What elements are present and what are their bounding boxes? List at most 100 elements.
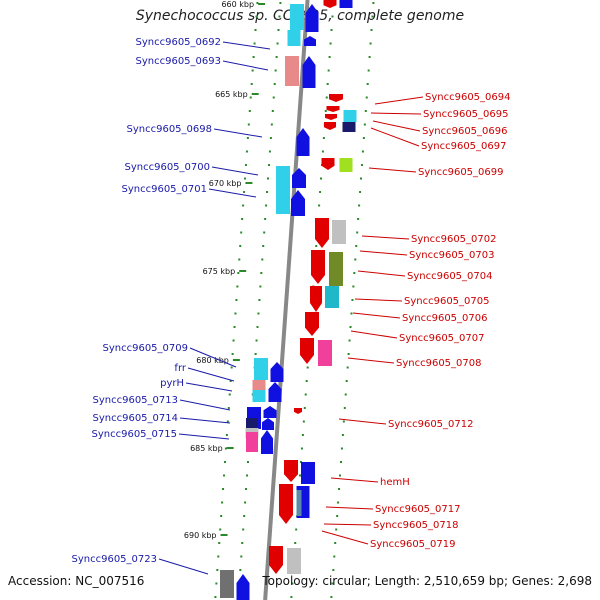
ruler-dot bbox=[223, 461, 226, 463]
ruler-dot bbox=[345, 380, 348, 382]
position-label: 665 kbp bbox=[215, 90, 248, 99]
gene-feature bbox=[268, 382, 282, 402]
left-label-leader bbox=[178, 433, 230, 440]
ruler-dot bbox=[271, 110, 274, 112]
ruler-dot bbox=[245, 488, 248, 490]
right-label-leader bbox=[330, 477, 379, 483]
right-gene-label: Syncc9605_0704 bbox=[407, 271, 493, 282]
left-gene-label: Syncc9605_0715 bbox=[92, 429, 178, 440]
ruler-dot bbox=[343, 407, 346, 409]
ruler-dot bbox=[365, 96, 368, 99]
ruler-dot bbox=[326, 83, 329, 85]
ruler-dot bbox=[243, 515, 246, 517]
ruler-dot bbox=[216, 569, 219, 571]
gene-shape bbox=[318, 340, 332, 366]
ruler-dot bbox=[227, 407, 230, 409]
ruler-dot bbox=[356, 231, 359, 234]
ruler-dot bbox=[221, 501, 224, 504]
right-label-leader bbox=[323, 523, 372, 526]
left-label-leader bbox=[211, 166, 259, 176]
ruler-dot bbox=[217, 555, 220, 558]
gene-shape bbox=[304, 36, 316, 46]
ruler-dot bbox=[372, 2, 375, 4]
gene-feature bbox=[262, 418, 274, 430]
right-label-leader bbox=[338, 418, 387, 425]
ruler-dot bbox=[277, 29, 280, 31]
gene-shape bbox=[329, 94, 343, 102]
gene-shape bbox=[310, 286, 322, 312]
right-label-leader bbox=[359, 250, 408, 256]
gene-shape bbox=[262, 418, 274, 430]
gene-shape bbox=[311, 250, 325, 284]
gene-feature bbox=[296, 128, 310, 156]
left-label-leader bbox=[185, 382, 233, 392]
ruler-dot bbox=[341, 434, 344, 436]
gene-feature bbox=[261, 430, 273, 454]
gene-shape bbox=[287, 548, 301, 574]
gene-feature bbox=[325, 114, 337, 120]
ruler-dot bbox=[290, 596, 293, 598]
gene-shape bbox=[276, 166, 290, 214]
ruler-dot bbox=[219, 528, 222, 531]
gene-feature bbox=[305, 4, 319, 32]
ruler-dot bbox=[318, 204, 321, 207]
gene-feature bbox=[311, 250, 325, 284]
position-label: 660 kbp bbox=[221, 0, 254, 9]
ruler-dot bbox=[361, 150, 364, 153]
ruler-dot bbox=[304, 393, 307, 396]
position-label: 675 kbp bbox=[203, 267, 236, 276]
gene-feature bbox=[287, 548, 301, 574]
ruler-dot bbox=[234, 312, 237, 315]
ruler-dot bbox=[335, 528, 338, 531]
gene-shape bbox=[300, 338, 314, 364]
right-label-leader bbox=[354, 298, 403, 302]
ruler-dot bbox=[240, 231, 243, 234]
gene-feature bbox=[246, 418, 258, 430]
ruler-dot bbox=[369, 42, 372, 45]
ruler-dot bbox=[359, 191, 362, 193]
ruler-dot bbox=[267, 177, 270, 180]
ruler-dot bbox=[306, 366, 309, 369]
ruler-dot bbox=[232, 339, 235, 342]
position-label: 690 kbp bbox=[184, 531, 217, 540]
gene-shape bbox=[270, 362, 284, 382]
ruler-dot bbox=[241, 218, 244, 220]
ruler-dot bbox=[252, 56, 255, 58]
ruler-dot bbox=[305, 380, 308, 382]
ruler-dot bbox=[332, 569, 335, 571]
ruler-dot bbox=[230, 366, 233, 369]
ruler-dot bbox=[247, 123, 250, 126]
left-label-leader bbox=[189, 347, 237, 368]
ruler-dot bbox=[267, 164, 270, 166]
ruler-dot bbox=[352, 285, 355, 288]
ruler-dot bbox=[320, 177, 323, 180]
gene-shape bbox=[323, 0, 337, 8]
ruler-dot bbox=[270, 123, 273, 126]
gene-feature bbox=[220, 570, 234, 598]
ruler-dot bbox=[347, 353, 350, 355]
left-label-leader bbox=[158, 558, 209, 575]
gene-feature bbox=[246, 432, 258, 452]
ruler-dot bbox=[303, 407, 306, 409]
ruler-dot bbox=[339, 461, 342, 463]
gene-feature bbox=[263, 406, 277, 418]
ruler-dot bbox=[299, 461, 302, 463]
position-label: 685 kbp bbox=[190, 444, 223, 453]
right-gene-label: Syncc9605_0702 bbox=[411, 234, 497, 245]
gene-feature bbox=[326, 106, 340, 112]
right-gene-label: Syncc9605_0708 bbox=[396, 358, 482, 369]
right-gene-label: Syncc9605_0699 bbox=[418, 167, 504, 178]
right-label-leader bbox=[368, 167, 417, 173]
accession-label: Accession: NC_007516 bbox=[8, 574, 145, 588]
gene-shape bbox=[254, 358, 268, 380]
ruler-dot bbox=[218, 542, 221, 544]
ruler-dot bbox=[319, 191, 322, 193]
right-gene-label: hemH bbox=[380, 477, 410, 488]
gene-feature bbox=[318, 340, 332, 366]
ruler-dot bbox=[342, 420, 345, 423]
ruler-dot bbox=[215, 582, 218, 585]
ruler-dot bbox=[327, 69, 330, 72]
ruler-dot bbox=[330, 596, 333, 598]
gene-shape bbox=[291, 190, 305, 216]
ruler-dot bbox=[226, 420, 229, 423]
